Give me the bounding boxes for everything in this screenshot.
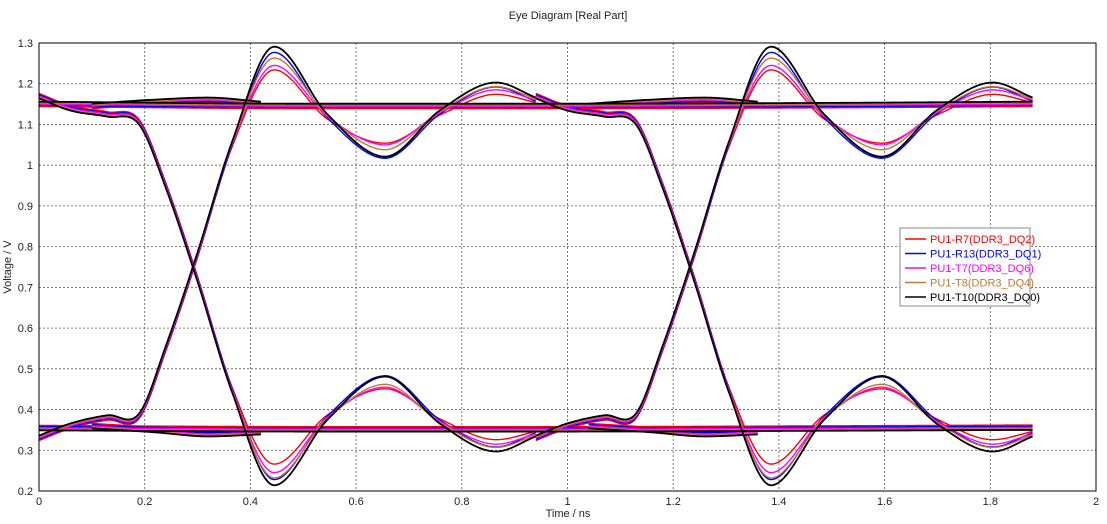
trace-segment: [588, 96, 758, 105]
trace-segment: [38, 100, 1033, 105]
y-axis-label: Voltage / V: [2, 240, 14, 294]
trace-segment: [38, 102, 1033, 106]
x-tick-label: 0.2: [137, 496, 152, 508]
trace-segment: [38, 105, 1033, 110]
trace-segment: [38, 51, 537, 440]
y-tick-label: 0.7: [18, 282, 33, 294]
x-axis-label: Time / ns: [546, 508, 591, 520]
x-tick-label: 1: [564, 496, 570, 508]
x-tick-label: 0.4: [243, 496, 258, 508]
legend-label: PU1-R7(DDR3_DQ2): [930, 234, 1035, 246]
trace-segment: [38, 103, 1033, 107]
legend-label: PU1-R13(DDR3_DQ1): [930, 249, 1041, 261]
x-tick-label: 0.8: [454, 496, 469, 508]
series-trace: [38, 45, 1033, 487]
y-tick-label: 1.3: [18, 38, 33, 50]
trace-segment: [38, 425, 1033, 429]
legend-label: PU1-T10(DDR3_DQ0): [930, 292, 1040, 304]
trace-segment: [91, 426, 261, 436]
x-tick-label: 2: [1093, 496, 1099, 508]
x-tick-label: 0: [36, 496, 42, 508]
trace-segment: [38, 92, 536, 465]
trace-segment: [38, 97, 537, 487]
legend-box: [899, 227, 1031, 307]
y-tick-labels: 0.2 0.3 0.4 0.5 0.6 0.7 0.8 0.9 1 1.1 1.2 1.3: [18, 38, 33, 498]
y-tick-label: 0.8: [18, 242, 33, 254]
series-trace: [38, 57, 1033, 479]
x-tick-label: 1.6: [877, 496, 892, 508]
x-tick-labels: 0 0.2 0.4 0.6 0.8 1 1.2 1.4 1.6 1.8 2: [36, 496, 1099, 508]
trace-segment: [38, 64, 536, 439]
trace-segment: [38, 427, 1033, 432]
series-trace: [38, 69, 1033, 465]
x-tick-label: 1.8: [983, 496, 998, 508]
x-tick-label: 1.4: [771, 496, 786, 508]
trace-segment: [91, 96, 262, 105]
y-tick-label: 0.3: [18, 445, 33, 457]
y-tick-label: 1.2: [18, 79, 33, 91]
series-trace: [38, 64, 1033, 474]
trace-segment: [38, 104, 1033, 109]
trace-segment: [535, 97, 1033, 487]
y-tick-label: 0.5: [18, 364, 33, 376]
trace-segment: [535, 64, 1033, 439]
legend-label: PU1-T7(DDR3_DQ6): [930, 263, 1034, 275]
legend: PU1-R7(DDR3_DQ2) PU1-R13(DDR3_DQ1) PU1-T7(…: [899, 227, 1041, 307]
legend-label: PU1-T8(DDR3_DQ4): [930, 278, 1034, 290]
y-tick-label: 1.1: [18, 119, 33, 131]
y-tick-label: 0.9: [18, 201, 33, 213]
trace-segment: [535, 69, 1033, 442]
x-tick-label: 1.2: [666, 496, 681, 508]
trace-segment: [38, 45, 537, 437]
y-tick-label: 0.6: [18, 323, 33, 335]
series-trace: [38, 51, 1033, 481]
trace-segment: [91, 427, 262, 438]
y-tick-label: 0.4: [18, 405, 33, 417]
plot-frame: [38, 42, 1097, 492]
y-tick-label: 1: [27, 160, 33, 172]
chart-title: Eye Diagram [Real Part]: [509, 10, 628, 22]
traces: [38, 45, 1033, 487]
trace-segment: [38, 69, 536, 442]
x-tick-label: 0.6: [348, 496, 363, 508]
trace-segment: [38, 424, 1033, 428]
y-tick-label: 0.2: [18, 486, 33, 498]
trace-segment: [38, 426, 1033, 430]
trace-segment: [588, 427, 758, 438]
trace-segment: [38, 429, 1033, 433]
trace-segment: [588, 426, 758, 436]
